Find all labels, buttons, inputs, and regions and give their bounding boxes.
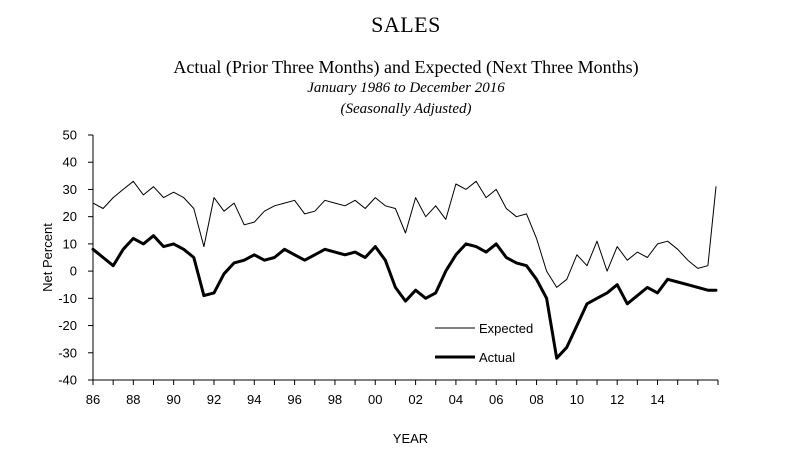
chart-title: SALES [371, 12, 441, 37]
x-tick-label: 08 [529, 392, 543, 407]
y-axis-label: Net Percent [40, 223, 55, 292]
x-axis-label: YEAR [393, 431, 428, 446]
y-axis-ticks: 50 40 30 20 10 0 -10 -20 -30 -40 [58, 128, 93, 388]
x-tick-label: 94 [247, 392, 261, 407]
x-tick-label: 02 [408, 392, 422, 407]
x-tick-label: 14 [650, 392, 664, 407]
y-tick-label: 0 [70, 264, 77, 279]
legend-label-expected: Expected [479, 321, 533, 336]
chart-subtitle: Actual (Prior Three Months) and Expected… [173, 57, 639, 77]
legend-label-actual: Actual [479, 350, 515, 365]
y-tick-label: -40 [58, 373, 77, 388]
x-tick-label: 10 [570, 392, 584, 407]
chart-adjustment-note: (Seasonally Adjusted) [340, 101, 472, 117]
x-tick-label: 90 [166, 392, 180, 407]
x-tick-label: 96 [287, 392, 301, 407]
chart-series [91, 180, 718, 360]
y-tick-label: 20 [63, 209, 77, 224]
x-tick-label: 00 [368, 392, 382, 407]
x-tick-label: 06 [489, 392, 503, 407]
x-tick-label: 04 [449, 392, 463, 407]
chart-axes [92, 135, 718, 381]
y-tick-label: -20 [58, 318, 77, 333]
x-axis-ticks: 86 88 90 92 94 96 98 00 02 04 06 08 10 12 14 [86, 380, 719, 407]
series-line-expected [92, 180, 717, 288]
y-tick-label: 50 [63, 128, 77, 143]
y-tick-label: 30 [63, 182, 77, 197]
y-tick-label: 10 [63, 236, 77, 251]
x-tick-label: 98 [328, 392, 342, 407]
y-tick-label: -10 [58, 291, 77, 306]
y-tick-label: 40 [63, 155, 77, 170]
x-tick-label: 86 [86, 392, 100, 407]
x-tick-label: 12 [610, 392, 624, 407]
chart-legend: Expected Actual [435, 321, 533, 365]
series-line-actual [91, 234, 718, 360]
x-tick-label: 88 [126, 392, 140, 407]
y-tick-label: -30 [58, 345, 77, 360]
chart-date-range: January 1986 to December 2016 [307, 80, 505, 96]
x-tick-label: 92 [207, 392, 221, 407]
